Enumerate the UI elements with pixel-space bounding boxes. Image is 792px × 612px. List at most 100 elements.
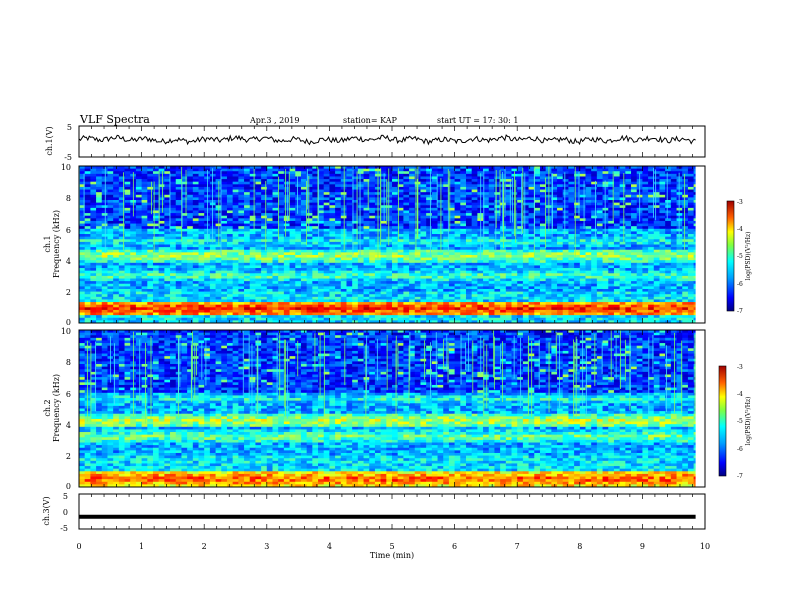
spectrogram-cell bbox=[682, 254, 689, 258]
spectrogram-cell bbox=[323, 189, 330, 193]
spectrogram-cell bbox=[238, 166, 245, 170]
spectrogram-cell bbox=[448, 257, 455, 261]
spectrogram-cell bbox=[135, 247, 142, 251]
spectrogram-cell bbox=[625, 278, 632, 282]
spectrogram-cell bbox=[141, 262, 148, 266]
spectrogram-cell bbox=[670, 275, 677, 279]
spectrogram-cell bbox=[613, 179, 621, 183]
spectrogram-cell bbox=[90, 278, 97, 282]
spectrogram-cell bbox=[170, 179, 177, 183]
spectrogram-cell bbox=[90, 260, 97, 264]
spectrogram-cell bbox=[90, 223, 97, 227]
spectrogram-cell bbox=[346, 273, 353, 277]
spectrogram-cell bbox=[181, 168, 188, 172]
spectrogram-cell bbox=[255, 192, 262, 196]
spectrogram-cell bbox=[574, 228, 581, 232]
spectrogram-cell bbox=[130, 254, 137, 258]
spectrogram-cell bbox=[420, 215, 427, 219]
spectrogram-cell bbox=[653, 173, 660, 177]
spectrogram-cell bbox=[232, 166, 239, 170]
spectrogram-cell bbox=[90, 192, 97, 196]
spectrogram-cell bbox=[352, 234, 359, 238]
spectrogram-cell bbox=[181, 228, 188, 232]
spectrogram-cell bbox=[329, 257, 336, 261]
spectrogram-cell bbox=[386, 207, 393, 211]
spectrogram-cell bbox=[534, 176, 541, 180]
spectrogram-cell bbox=[397, 268, 404, 272]
spectrogram-cell bbox=[232, 220, 239, 224]
spectrogram-cell bbox=[244, 260, 251, 264]
spectrogram-cell bbox=[135, 184, 142, 188]
spectrogram-cell bbox=[443, 254, 450, 258]
spectrogram-cell bbox=[642, 192, 649, 196]
spectrogram-cell bbox=[443, 252, 450, 256]
spectrogram-cell bbox=[352, 270, 359, 274]
spectrogram-cell bbox=[551, 192, 558, 196]
spectrogram-cell bbox=[363, 257, 370, 261]
spectrogram-cell bbox=[517, 252, 524, 256]
spectrogram-cell bbox=[226, 265, 234, 269]
spectrogram-cell bbox=[295, 213, 302, 217]
spectrogram-cell bbox=[135, 281, 142, 285]
spectrogram-cell bbox=[392, 197, 399, 201]
spectrogram-cell bbox=[579, 168, 586, 172]
spectrogram-cell bbox=[420, 186, 427, 190]
spectrogram-cell bbox=[670, 268, 677, 272]
spectrogram-cell bbox=[306, 268, 313, 272]
spectrogram-cell bbox=[534, 220, 541, 224]
spectrogram-cell bbox=[266, 202, 273, 206]
spectrogram-cell bbox=[118, 205, 125, 209]
spectrogram-cell bbox=[283, 270, 290, 274]
spectrogram-cell bbox=[676, 207, 683, 211]
spectrogram-cell bbox=[266, 168, 273, 172]
spectrogram-cell bbox=[665, 200, 672, 204]
spectrogram-cell bbox=[659, 226, 666, 230]
spectrogram-cell bbox=[670, 252, 677, 256]
spectrogram-cell bbox=[118, 260, 125, 264]
spectrogram-cell bbox=[300, 234, 308, 238]
spectrogram-cell bbox=[90, 205, 97, 209]
spectrogram-cell bbox=[283, 257, 290, 261]
spectrogram-cell bbox=[642, 268, 649, 272]
spectrogram-cell bbox=[374, 270, 382, 274]
spectrogram-cell bbox=[329, 181, 336, 185]
spectrogram-cell bbox=[488, 194, 495, 198]
spectrogram-cell bbox=[596, 189, 603, 193]
spectrogram-cell bbox=[329, 260, 336, 264]
spectrogram-cell bbox=[448, 275, 455, 279]
spectrogram-cell bbox=[238, 202, 245, 206]
spectrogram-cell bbox=[380, 228, 387, 232]
spectrogram-cell bbox=[323, 231, 330, 235]
spectrogram-cell bbox=[295, 179, 302, 183]
spectrogram-cell bbox=[471, 220, 478, 224]
spectrogram-cell bbox=[295, 234, 302, 238]
spectrogram-cell bbox=[613, 194, 621, 198]
spectrogram-cell bbox=[221, 247, 228, 251]
spectrogram-cell bbox=[579, 210, 586, 214]
spectrogram-cell bbox=[238, 228, 245, 232]
spectrogram-cell bbox=[96, 254, 103, 258]
spectrogram-cell bbox=[653, 210, 660, 214]
spectrogram-cell bbox=[113, 275, 120, 279]
spectrogram-cell bbox=[500, 176, 507, 180]
spectrogram-cell bbox=[608, 247, 615, 251]
spectrogram-cell bbox=[352, 275, 359, 279]
spectrogram-cell bbox=[494, 166, 501, 170]
spectrogram-cell bbox=[562, 200, 569, 204]
spectrogram-cell bbox=[642, 244, 649, 248]
spectrogram-cell bbox=[357, 234, 364, 238]
spectrogram-cell bbox=[426, 236, 433, 240]
spectrogram-cell bbox=[670, 168, 677, 172]
spectrogram-cell bbox=[124, 176, 131, 180]
spectrogram-cell bbox=[323, 168, 330, 172]
spectrogram-cell bbox=[164, 241, 171, 245]
spectrogram-cell bbox=[369, 273, 376, 277]
spectrogram-cell bbox=[488, 254, 495, 258]
spectrogram-cell bbox=[409, 262, 416, 266]
spectrogram-cell bbox=[557, 268, 564, 272]
spectrogram-cell bbox=[289, 231, 296, 235]
spectrogram-cell bbox=[625, 228, 632, 232]
spectrogram-cell bbox=[591, 197, 598, 201]
spectrogram-cell bbox=[135, 241, 142, 245]
spectrogram-cell bbox=[90, 236, 97, 240]
